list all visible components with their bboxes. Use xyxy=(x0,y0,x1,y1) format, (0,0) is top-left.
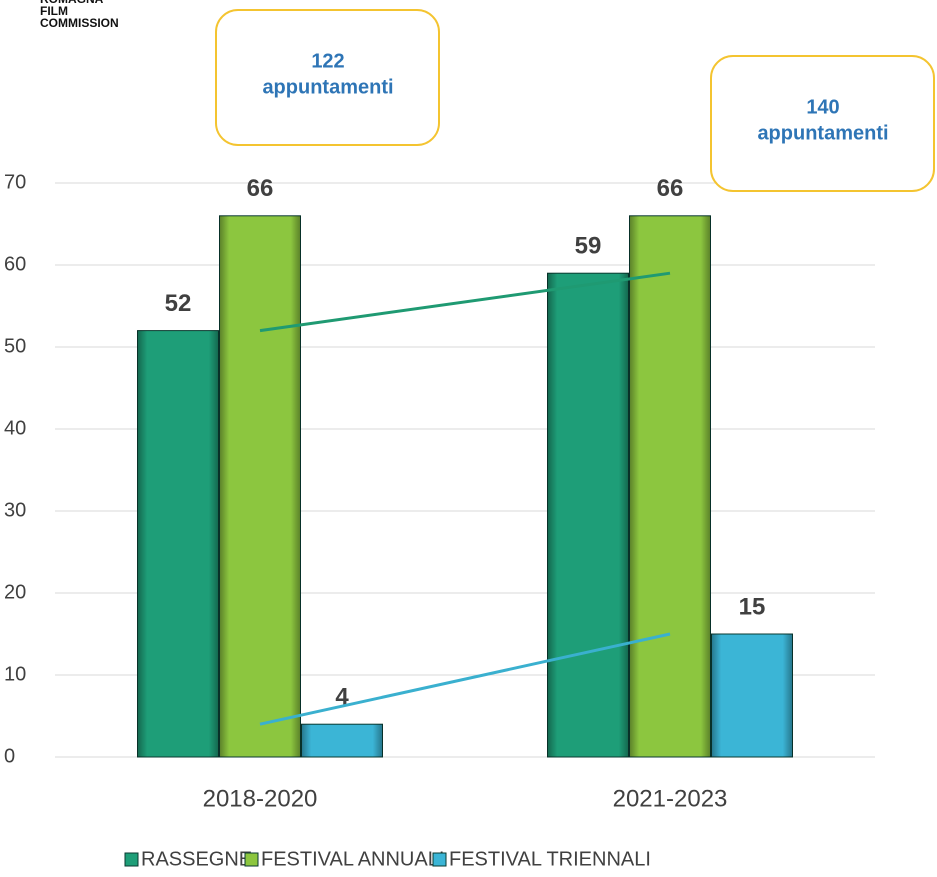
bar-group xyxy=(547,272,629,758)
data-label: 66 xyxy=(247,175,274,202)
annotation-text: 140 xyxy=(806,96,839,118)
bar-shade xyxy=(547,273,629,757)
bar-shade xyxy=(219,215,301,758)
legend-label: FESTIVAL ANNUALI xyxy=(261,848,444,870)
y-tick-label: 20 xyxy=(4,581,26,603)
bar-shade xyxy=(629,215,711,758)
x-tick-label: 2018-2020 xyxy=(203,785,318,812)
bar-group xyxy=(137,330,219,758)
annotation-box xyxy=(710,55,935,192)
y-tick-label: 30 xyxy=(4,499,26,521)
legend-swatch xyxy=(432,852,447,867)
bar-shade xyxy=(301,724,383,757)
data-label: 15 xyxy=(739,593,766,620)
bar-group xyxy=(711,633,793,758)
y-tick-label: 50 xyxy=(4,335,26,357)
legend-label: RASSEGNE xyxy=(141,848,252,870)
bar-group xyxy=(301,723,383,758)
y-tick-label: 10 xyxy=(4,663,26,685)
annotation-box xyxy=(215,9,440,146)
data-label: 59 xyxy=(575,233,602,260)
trend-line xyxy=(259,271,671,333)
y-tick-label: 70 xyxy=(4,171,26,193)
y-tick-label: 0 xyxy=(4,745,15,767)
bar-group xyxy=(219,215,301,758)
logo-text: COMMISSION xyxy=(40,16,119,30)
logo-text: ROMAGNA xyxy=(40,0,104,6)
legend-swatch xyxy=(124,852,139,867)
y-tick-label: 60 xyxy=(4,253,26,275)
logo-text: FILM xyxy=(40,4,68,18)
bar-shade xyxy=(711,634,793,757)
legend-label: FESTIVAL TRIENNALI xyxy=(449,848,651,870)
bar-shade xyxy=(137,330,219,757)
y-tick-label: 40 xyxy=(4,417,26,439)
x-tick-label: 2021-2023 xyxy=(613,785,728,812)
legend-swatch xyxy=(244,852,259,867)
data-label: 52 xyxy=(165,290,192,317)
annotation-text: appuntamenti xyxy=(757,122,888,144)
annotation-text: 122 xyxy=(311,50,344,72)
data-label: 66 xyxy=(657,175,684,202)
trend-line xyxy=(259,632,671,726)
annotation-text: appuntamenti xyxy=(262,76,393,98)
bar-group xyxy=(629,215,711,758)
